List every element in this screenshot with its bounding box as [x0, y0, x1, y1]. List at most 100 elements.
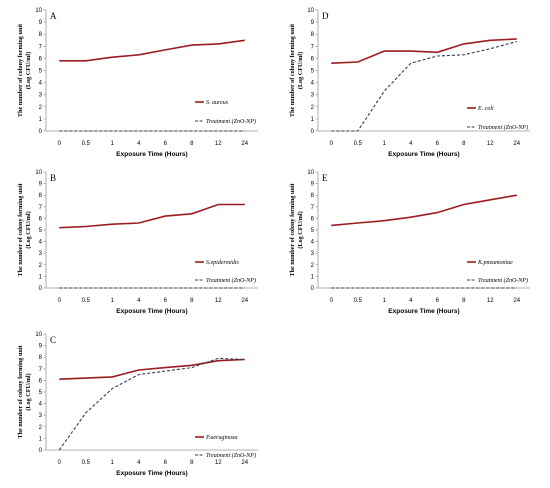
y-tick-label: 10: [307, 170, 314, 176]
x-tick-label: 12: [215, 298, 222, 304]
legend-label: Treatment (ZnO-NP): [206, 118, 256, 125]
y-tick-label: 1: [39, 117, 43, 123]
x-tick-label: 0: [330, 141, 334, 147]
y-tick-label: 0: [39, 286, 43, 292]
panel-letter: E: [322, 173, 328, 183]
y-tick-label: 4: [39, 240, 43, 246]
y-tick-label: 4: [311, 81, 315, 87]
x-tick-label: 24: [241, 298, 248, 304]
y-tick-label: 7: [39, 367, 43, 373]
y-tick-label: 6: [311, 216, 315, 222]
y-tick-label: 5: [311, 228, 315, 234]
y-tick-label: 1: [311, 274, 315, 280]
x-tick-label: 4: [137, 460, 141, 466]
y-tick-label: 8: [311, 32, 315, 38]
x-tick-label: 24: [241, 141, 248, 147]
x-tick-label: 0.5: [354, 298, 363, 304]
y-axis-label: (Log CFU/ml): [25, 52, 32, 89]
series-line-control: [331, 194, 517, 227]
y-tick-label: 5: [39, 69, 43, 75]
x-tick-label: 8: [190, 460, 194, 466]
y-tick-label: 2: [39, 425, 43, 431]
panel-letter: B: [50, 173, 56, 183]
y-tick-label: 8: [39, 193, 43, 199]
y-tick-label: 5: [39, 228, 43, 234]
panel-letter: C: [50, 335, 56, 345]
x-tick-label: 4: [409, 141, 413, 147]
series-line-control: [59, 358, 245, 380]
series-line-treatment: [331, 40, 517, 132]
legend-label: Treatment (ZnO-NP): [206, 277, 256, 284]
x-tick-label: 12: [215, 460, 222, 466]
legend-label: K.pneumoniae: [477, 260, 513, 266]
legend-label: Treatment (ZnO-NP): [206, 452, 256, 459]
y-tick-label: 6: [39, 216, 43, 222]
x-axis-label: Exposure Time (Hours): [116, 308, 187, 315]
y-axis-label: The number of colony forming unit: [17, 344, 24, 438]
y-tick-label: 10: [35, 8, 42, 14]
legend-label: E. coli: [477, 106, 494, 112]
x-tick-label: 0: [58, 298, 62, 304]
y-axis-label: The number of colony forming unit: [17, 182, 24, 276]
y-tick-label: 3: [311, 251, 315, 257]
y-axis-label: (Log CFU/ml): [297, 211, 304, 248]
x-tick-label: 0: [58, 141, 62, 147]
y-tick-label: 2: [39, 105, 43, 111]
x-axis-label: Exposure Time (Hours): [388, 151, 459, 158]
y-tick-label: 2: [39, 263, 43, 269]
y-tick-label: 2: [311, 263, 315, 269]
y-tick-label: 5: [39, 390, 43, 396]
y-tick-label: 4: [311, 240, 315, 246]
x-tick-label: 4: [137, 141, 141, 147]
x-tick-label: 6: [436, 298, 440, 304]
y-axis-label: (Log CFU/ml): [25, 211, 32, 248]
y-tick-label: 4: [39, 81, 43, 87]
y-tick-label: 10: [307, 8, 314, 14]
x-tick-label: 8: [462, 141, 466, 147]
y-tick-label: 0: [39, 129, 43, 135]
y-tick-label: 1: [39, 274, 43, 280]
panel-letter: A: [50, 11, 57, 21]
x-tick-label: 1: [111, 298, 115, 304]
x-tick-label: 24: [513, 141, 520, 147]
y-tick-label: 8: [311, 193, 315, 199]
legend-label: S.epidermidis: [206, 260, 239, 266]
y-axis-label: The number of colony forming unit: [17, 23, 24, 117]
legend-label: S. aureus: [206, 100, 229, 106]
series-line-control: [59, 39, 245, 62]
y-tick-label: 7: [311, 44, 315, 50]
x-tick-label: 12: [215, 141, 222, 147]
x-tick-label: 4: [409, 298, 413, 304]
y-axis-label: The number of colony forming unit: [289, 23, 296, 117]
x-tick-label: 0.5: [82, 298, 91, 304]
y-tick-label: 2: [311, 105, 315, 111]
x-tick-label: 1: [111, 460, 115, 466]
y-tick-label: 7: [39, 44, 43, 50]
y-axis-label: The number of colony forming unit: [289, 182, 296, 276]
y-tick-label: 6: [39, 56, 43, 62]
y-tick-label: 9: [311, 20, 315, 26]
x-tick-label: 1: [383, 298, 387, 304]
y-tick-label: 9: [39, 182, 43, 188]
y-tick-label: 10: [35, 170, 42, 176]
x-tick-label: 0.5: [82, 460, 91, 466]
x-tick-label: 1: [111, 141, 115, 147]
x-tick-label: 0.5: [82, 141, 91, 147]
y-tick-label: 9: [39, 344, 43, 350]
y-tick-label: 10: [35, 332, 42, 338]
y-tick-label: 4: [39, 402, 43, 408]
y-tick-label: 3: [39, 251, 43, 257]
y-tick-label: 3: [311, 93, 315, 99]
legend-label: Treatment (ZnO-NP): [478, 277, 528, 284]
x-tick-label: 6: [164, 141, 168, 147]
x-tick-label: 8: [190, 141, 194, 147]
x-tick-label: 0: [330, 298, 334, 304]
x-tick-label: 4: [137, 298, 141, 304]
y-tick-label: 8: [39, 32, 43, 38]
x-tick-label: 12: [487, 298, 494, 304]
y-tick-label: 3: [39, 413, 43, 419]
